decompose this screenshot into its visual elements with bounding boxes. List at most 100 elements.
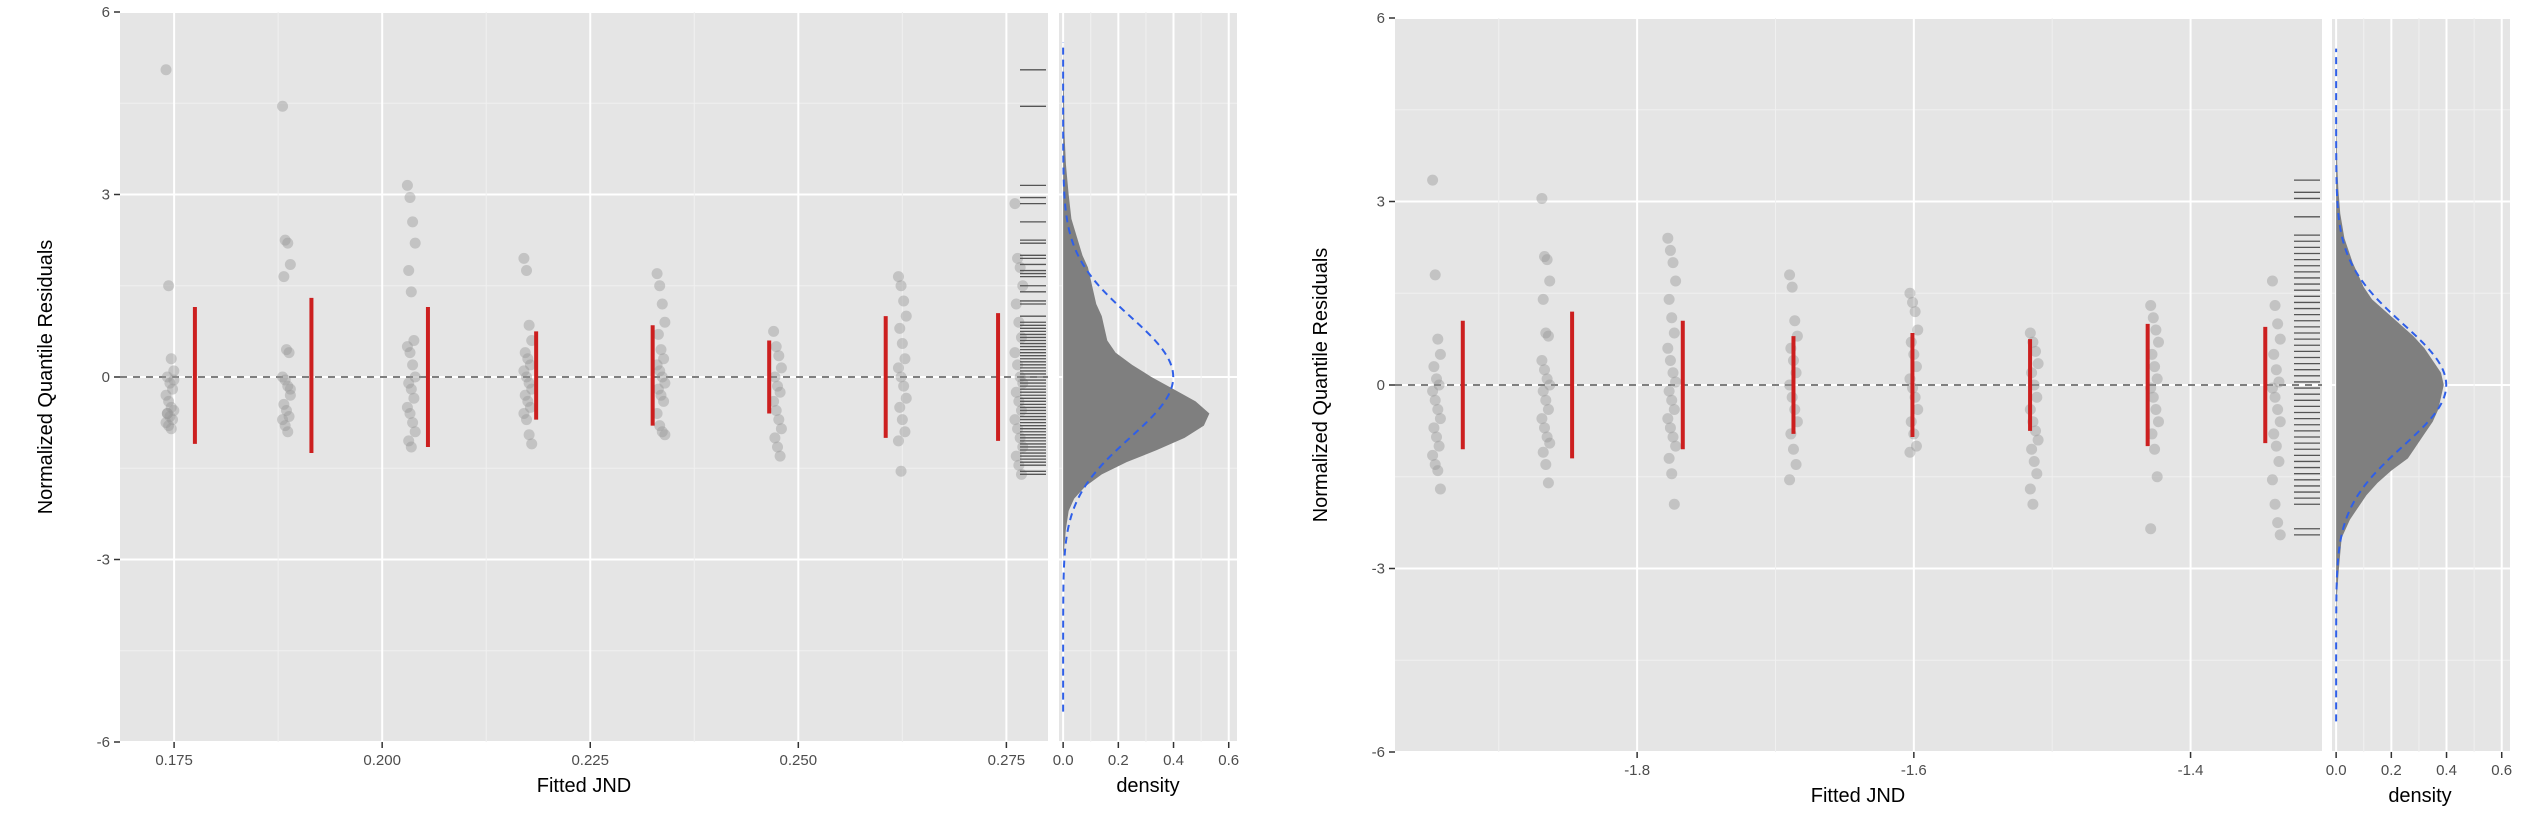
residual-point	[899, 353, 911, 365]
residual-point	[1904, 287, 1916, 299]
residual-point	[409, 237, 421, 249]
residual-point	[518, 408, 530, 419]
residual-point	[1434, 483, 1446, 495]
y-tick-label: -6	[1372, 744, 1385, 761]
residual-point	[656, 298, 668, 310]
residual-point	[1010, 386, 1022, 398]
residual-point	[1432, 333, 1444, 345]
density-axis-title: density	[2388, 785, 2451, 807]
residual-point	[279, 420, 291, 432]
x-tick-label: 0.250	[780, 752, 818, 769]
residual-point	[1433, 379, 1445, 391]
residual-point	[1670, 440, 1682, 452]
residual-point	[1542, 403, 1554, 415]
residual-point	[2031, 391, 2043, 403]
residual-point	[1787, 443, 1799, 455]
residual-point	[2147, 312, 2159, 324]
residual-point	[2030, 345, 2042, 357]
residual-point	[1904, 446, 1916, 458]
residual-point	[1664, 244, 1676, 256]
residual-point	[1536, 413, 1548, 425]
residual-point	[282, 380, 294, 392]
residual-point	[2273, 455, 2285, 467]
residual-point	[284, 389, 296, 401]
residual-point	[403, 435, 415, 447]
residual-point	[1429, 269, 1441, 281]
residual-point	[277, 371, 289, 383]
residual-point	[164, 377, 176, 389]
residual-point	[654, 365, 666, 377]
residual-point	[892, 435, 904, 447]
residual-point	[1541, 373, 1553, 385]
residual-point	[2024, 327, 2036, 339]
residual-point	[519, 389, 531, 401]
residual-point	[1541, 431, 1553, 443]
residual-point	[283, 411, 295, 423]
residual-density-area	[2336, 48, 2444, 722]
residual-point	[1009, 198, 1021, 210]
residual-point	[2150, 403, 2162, 415]
density-tick-label: 0.6	[1218, 752, 1239, 769]
residual-point	[2266, 474, 2278, 486]
residual-point	[2268, 428, 2280, 440]
residual-point	[163, 280, 175, 292]
residual-point	[2270, 364, 2282, 376]
residual-point	[1432, 403, 1444, 415]
residual-point	[1431, 373, 1443, 385]
residual-point	[167, 414, 179, 426]
residual-point	[278, 398, 290, 410]
residual-point	[896, 414, 908, 426]
residual-point	[772, 380, 784, 392]
density-tick-label: 0.0	[1053, 752, 1074, 769]
residual-point	[163, 420, 175, 432]
residual-point	[407, 216, 419, 228]
residual-density-area	[1063, 42, 1210, 712]
residual-point	[1662, 342, 1674, 354]
residual-point	[167, 383, 179, 395]
x-tick-label: 0.275	[988, 752, 1026, 769]
residual-point	[659, 429, 671, 441]
density-axis-title: density	[1116, 775, 1179, 797]
residual-point	[2151, 373, 2163, 385]
residual-point	[401, 341, 413, 353]
residual-point	[526, 438, 538, 450]
residual-point	[1667, 257, 1679, 269]
y-tick-label: -3	[97, 552, 110, 569]
residual-point	[277, 100, 289, 112]
residual-point	[523, 377, 535, 389]
residual-point	[2026, 443, 2038, 455]
residual-point	[2152, 336, 2164, 348]
residual-point	[1010, 450, 1022, 462]
y-tick-label: 3	[1377, 194, 1385, 211]
x-tick-label: -1.6	[1901, 762, 1927, 779]
residual-point	[1544, 437, 1556, 449]
residual-point	[522, 395, 534, 407]
residual-point	[408, 392, 420, 404]
residual-point	[2269, 299, 2281, 311]
residual-point	[895, 465, 907, 477]
residual-point	[519, 347, 531, 359]
residual-point	[1539, 251, 1551, 263]
y-tick-label: 3	[102, 187, 110, 204]
residual-point	[401, 179, 413, 191]
residual-point	[409, 426, 421, 438]
residual-point	[518, 365, 530, 377]
residual-point	[282, 237, 294, 249]
density-tick-label: 0.2	[1108, 752, 1129, 769]
x-tick-label: 0.225	[571, 752, 609, 769]
residual-point	[280, 404, 292, 416]
residual-point	[1537, 446, 1549, 458]
residual-point	[161, 408, 173, 419]
x-tick-label: 0.175	[155, 752, 193, 769]
residual-point	[769, 371, 781, 383]
y-tick-label: 0	[1377, 377, 1385, 394]
residual-point	[1668, 498, 1680, 510]
residual-point	[405, 441, 417, 453]
residual-point	[1427, 174, 1439, 186]
residual-point	[2147, 391, 2159, 403]
residual-point	[1427, 449, 1439, 461]
residual-point	[2024, 483, 2036, 495]
residual-point	[1539, 422, 1551, 434]
residual-point	[1540, 327, 1552, 339]
